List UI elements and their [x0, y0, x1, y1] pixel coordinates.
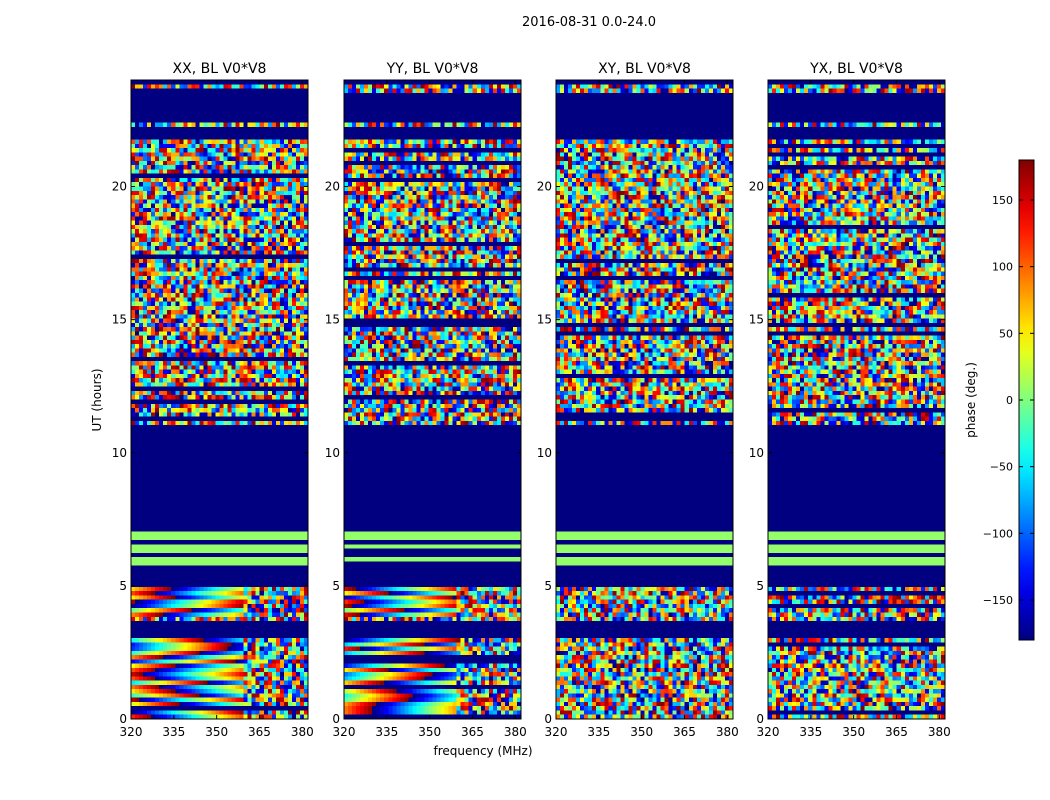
x-tick-label: 350: [205, 725, 228, 739]
y-tick-label: 0: [544, 712, 552, 726]
colorbar-tick-label: −100: [983, 527, 1013, 540]
y-tick-label: 20: [112, 180, 127, 194]
y-axis-label: UT (hours): [90, 368, 104, 431]
panel-title: XY, BL V0*V8: [598, 61, 691, 77]
x-tick-label: 365: [461, 725, 484, 739]
panel-4: YX, BL V0*V8 320 335 350 365 380 0 5 10 15 20: [749, 61, 951, 739]
colorbar-tick-label: 50: [999, 327, 1013, 340]
y-tick-label: 10: [749, 446, 764, 460]
colorbar-tick-label: 0: [1006, 394, 1013, 407]
x-tick-label: 320: [545, 725, 568, 739]
y-tick-label: 5: [544, 579, 552, 593]
panel-3: XY, BL V0*V8 320 335 350 365 380 0 5 10 15 20: [537, 61, 739, 739]
heatmap-cells: [556, 80, 734, 720]
x-tick-label: 365: [248, 725, 271, 739]
panel-2: YY, BL V0*V8 320 335 350 365 380 0 5 10 15 20: [325, 61, 527, 739]
x-tick-label: 335: [799, 725, 822, 739]
x-tick-label: 320: [120, 725, 143, 739]
x-tick-label: 380: [928, 725, 951, 739]
x-axis-label: frequency (MHz): [433, 744, 532, 758]
colorbar-tick-label: 100: [992, 261, 1013, 274]
y-tick-label: 10: [325, 446, 340, 460]
y-tick-label: 20: [325, 180, 340, 194]
colorbar-tick-label: 150: [992, 194, 1013, 207]
heatmap-cells: [768, 80, 946, 720]
y-tick-label: 5: [119, 579, 127, 593]
y-tick-label: 20: [537, 180, 552, 194]
x-tick-label: 335: [587, 725, 610, 739]
y-tick-label: 20: [749, 180, 764, 194]
x-tick-label: 380: [291, 725, 314, 739]
figure-suptitle: 2016-08-31 0.0-24.0: [522, 15, 656, 30]
y-tick-label: 5: [332, 579, 340, 593]
panel-title: YY, BL V0*V8: [386, 61, 479, 77]
plot-frame: [130, 79, 309, 720]
x-tick-label: 320: [333, 725, 356, 739]
x-tick-label: 350: [630, 725, 653, 739]
heatmap-cells: [344, 80, 522, 720]
x-tick-label: 335: [375, 725, 398, 739]
y-tick-label: 15: [112, 313, 127, 327]
x-tick-label: 365: [673, 725, 696, 739]
x-tick-label: 320: [757, 725, 780, 739]
y-tick-label: 10: [537, 446, 552, 460]
y-tick-label: 5: [756, 579, 764, 593]
x-tick-label: 335: [162, 725, 185, 739]
y-tick-label: 15: [749, 313, 764, 327]
x-tick-label: 380: [716, 725, 739, 739]
panel-title: YX, BL V0*V8: [809, 61, 903, 77]
x-tick-label: 350: [842, 725, 865, 739]
panel-1: XX, BL V0*V8 320 335 350 365 380 0 5 10 15 20: [112, 61, 314, 739]
colorbar-label: phase (deg.): [964, 362, 978, 438]
heatmap-cells: [131, 80, 309, 720]
x-tick-label: 350: [418, 725, 441, 739]
plot-frame: [343, 79, 522, 720]
colorbar-tick-label: −50: [990, 461, 1013, 474]
y-tick-label: 0: [332, 712, 340, 726]
y-tick-label: 0: [119, 712, 127, 726]
colorbar-tick-label: −150: [983, 594, 1013, 607]
x-tick-label: 365: [885, 725, 908, 739]
plot-frame: [555, 79, 734, 720]
y-tick-label: 10: [112, 446, 127, 460]
y-tick-label: 0: [756, 712, 764, 726]
panel-title: XX, BL V0*V8: [173, 61, 267, 77]
x-tick-label: 380: [504, 725, 527, 739]
plot-frame: [767, 79, 946, 720]
y-tick-label: 15: [325, 313, 340, 327]
y-tick-label: 15: [537, 313, 552, 327]
